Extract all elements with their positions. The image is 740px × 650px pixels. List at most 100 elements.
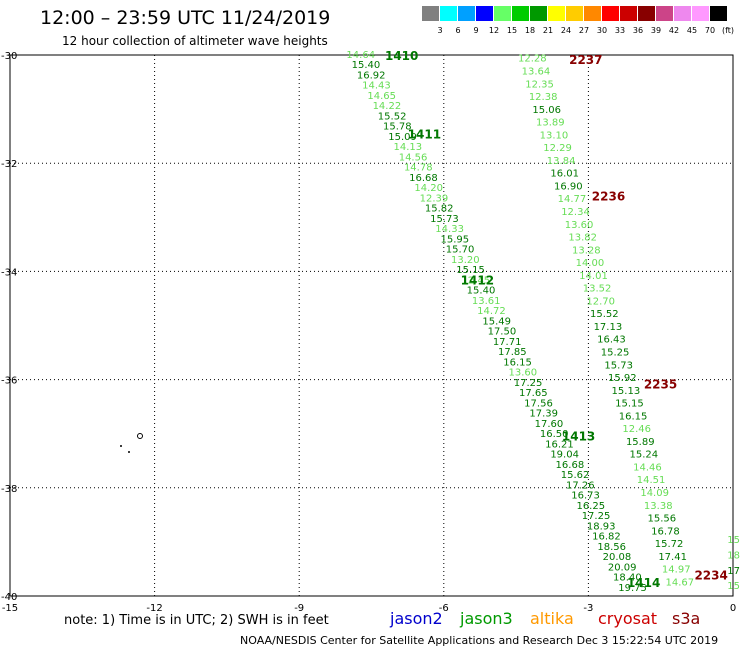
legend-swatch xyxy=(692,6,710,21)
wave-height-value: 16.68 xyxy=(556,460,585,471)
wave-height-value: 16.15 xyxy=(503,357,532,368)
wave-height-value: 14.13 xyxy=(393,142,422,153)
island-outline xyxy=(120,445,122,447)
wave-height-value: 13.52 xyxy=(583,284,612,295)
legend-label: 39 xyxy=(650,26,662,35)
wave-height-value: 16.68 xyxy=(409,173,438,184)
wave-height-value: 14.46 xyxy=(633,462,662,473)
wave-height-value: 12.45 xyxy=(461,275,490,286)
wave-height-value: 15.15 xyxy=(615,399,644,410)
wave-height-value: 15.09 xyxy=(388,132,417,143)
wave-height-value: 17.50 xyxy=(488,327,517,338)
wave-height-value: 13.38 xyxy=(644,501,673,512)
footer-note: note: 1) Time is in UTC; 2) SWH is in fe… xyxy=(64,613,329,628)
legend-swatch xyxy=(566,6,584,21)
legend-swatch xyxy=(584,6,602,21)
map-title: 12:00 – 23:59 UTC 11/24/2019 xyxy=(40,7,331,29)
legend-label: 18 xyxy=(524,26,536,35)
wave-height-value: 14.09 xyxy=(640,488,669,499)
wave-height-value: 14.33 xyxy=(435,224,464,235)
pass-time-label: 1410 xyxy=(385,49,418,63)
legend-label: 3 xyxy=(437,26,443,35)
wave-height-value: 12.70 xyxy=(586,296,615,307)
satellite-name: altika xyxy=(530,609,574,628)
legend-swatch xyxy=(422,6,440,21)
wave-height-value: 14.51 xyxy=(637,475,666,486)
wave-height-value: 18 xyxy=(727,551,740,562)
island-outline xyxy=(137,433,143,439)
pass-time-label: 2234 xyxy=(694,568,727,582)
wave-height-value: 13.60 xyxy=(508,368,537,379)
wave-height-value: 12.35 xyxy=(525,79,554,90)
legend-label: 9 xyxy=(473,26,479,35)
wave-height-value: 13.82 xyxy=(568,233,597,244)
wave-height-value: 16.73 xyxy=(571,491,600,502)
pass-time-label: 1413 xyxy=(562,429,595,443)
wave-height-value: 12.46 xyxy=(622,424,651,435)
legend-swatch xyxy=(458,6,476,21)
wave-height-value: 17.26 xyxy=(566,480,595,491)
wave-height-value: 14.43 xyxy=(362,81,391,92)
wave-height-value: 13.60 xyxy=(565,220,594,231)
wave-height-value: 14.22 xyxy=(373,101,402,112)
lat-tick-label: -30 xyxy=(1,51,17,62)
wave-height-value: 15.70 xyxy=(446,245,475,256)
wave-height-value: 14.65 xyxy=(367,91,396,102)
legend-label: 45 xyxy=(686,26,698,35)
map-frame xyxy=(9,54,734,597)
wave-height-value: 15.24 xyxy=(630,450,659,461)
lon-tick-label: -15 xyxy=(2,603,18,614)
legend-swatch xyxy=(548,6,566,21)
wave-height-value: 13.61 xyxy=(472,296,501,307)
legend-label: 15 xyxy=(506,26,518,35)
legend-swatch xyxy=(656,6,674,21)
wave-height-value: 14.78 xyxy=(404,163,433,174)
wave-height-value: 14.00 xyxy=(576,258,605,269)
wave-height-value: 17.25 xyxy=(582,511,611,522)
wave-height-value: 17.13 xyxy=(594,322,623,333)
wave-height-value: 17.25 xyxy=(514,378,543,389)
pass-time-label: 2237 xyxy=(569,53,602,67)
lon-tick-label: -12 xyxy=(146,603,162,614)
legend-swatch xyxy=(440,6,458,21)
legend-swatch xyxy=(512,6,530,21)
wave-height-value: 12.34 xyxy=(561,207,590,218)
legend-swatch xyxy=(530,6,548,21)
legend-swatch xyxy=(638,6,656,21)
wave-height-value: 16.25 xyxy=(576,501,605,512)
wave-height-value: 13.28 xyxy=(572,245,601,256)
legend-swatch xyxy=(674,6,692,21)
lat-tick-label: -32 xyxy=(1,159,17,170)
legend-label: 27 xyxy=(578,26,590,35)
wave-height-value: 15.89 xyxy=(626,437,655,448)
wave-height-value: 15.56 xyxy=(648,514,677,525)
satellite-name: s3a xyxy=(672,609,701,628)
wave-height-value: 15.15 xyxy=(456,265,485,276)
wave-height-value: 14.64 xyxy=(346,50,375,61)
pass-time-label: 1414 xyxy=(627,576,660,590)
lat-tick-label: -34 xyxy=(1,267,17,278)
legend-swatch xyxy=(602,6,620,21)
wave-height-value: 20.08 xyxy=(603,552,632,563)
lon-tick-label: -3 xyxy=(583,603,593,614)
wave-height-value: 14.72 xyxy=(477,306,506,317)
wave-height-value: 13.20 xyxy=(451,255,480,266)
wave-height-value: 17.71 xyxy=(493,337,522,348)
wave-height-value: 15.73 xyxy=(430,214,459,225)
wave-height-value: 16.21 xyxy=(545,439,574,450)
wave-height-value: 17.41 xyxy=(658,552,687,563)
legend-label: 30 xyxy=(596,26,608,35)
wave-height-value: 15.40 xyxy=(352,60,381,71)
satellite-name: cryosat xyxy=(598,609,658,628)
wave-height-value: 15.72 xyxy=(655,539,684,550)
wave-height-value: 17.39 xyxy=(529,409,558,420)
satellite-name: jason2 xyxy=(390,609,443,628)
wave-height-value: 16.50 xyxy=(540,429,569,440)
wave-height-value: 12.39 xyxy=(420,193,449,204)
wave-height-value: 15.92 xyxy=(608,373,637,384)
wave-height-value: 15.95 xyxy=(441,234,470,245)
wave-height-value: 13.89 xyxy=(536,118,565,129)
pass-time-label: 2235 xyxy=(644,377,677,391)
wave-height-value: 14.20 xyxy=(414,183,443,194)
